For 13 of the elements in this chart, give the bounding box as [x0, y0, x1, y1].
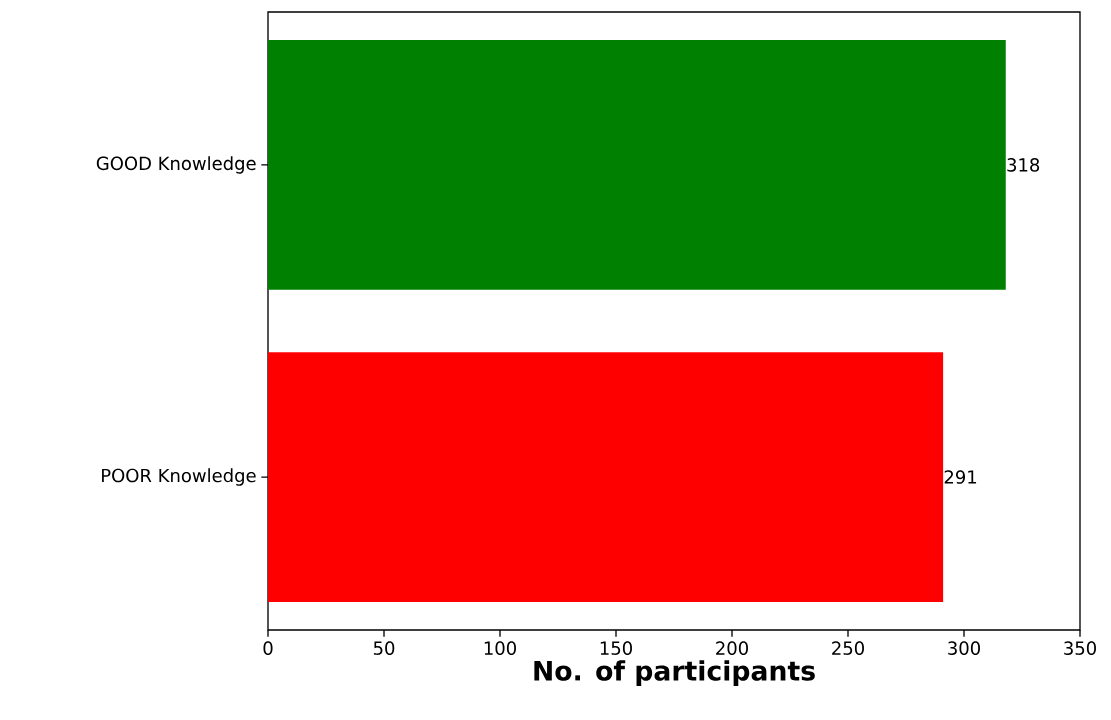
data-label: 291 [944, 470, 977, 484]
x-tick-label: 100 [484, 641, 516, 655]
x-tick-label: 200 [716, 641, 748, 655]
x-tick-label: 300 [948, 641, 980, 655]
x-tick-label: 150 [600, 641, 632, 655]
data-label: 318 [1007, 158, 1040, 172]
x-tick-label: 250 [832, 641, 864, 655]
x-axis-title: No. of participants [534, 660, 815, 686]
y-tick-label: POOR Knowledge [102, 468, 256, 486]
x-tick-label: 0 [263, 641, 273, 655]
x-tick-label: 350 [1064, 641, 1096, 655]
x-tick-label: 50 [373, 641, 395, 655]
y-tick-label: GOOD Knowledge [96, 156, 256, 174]
